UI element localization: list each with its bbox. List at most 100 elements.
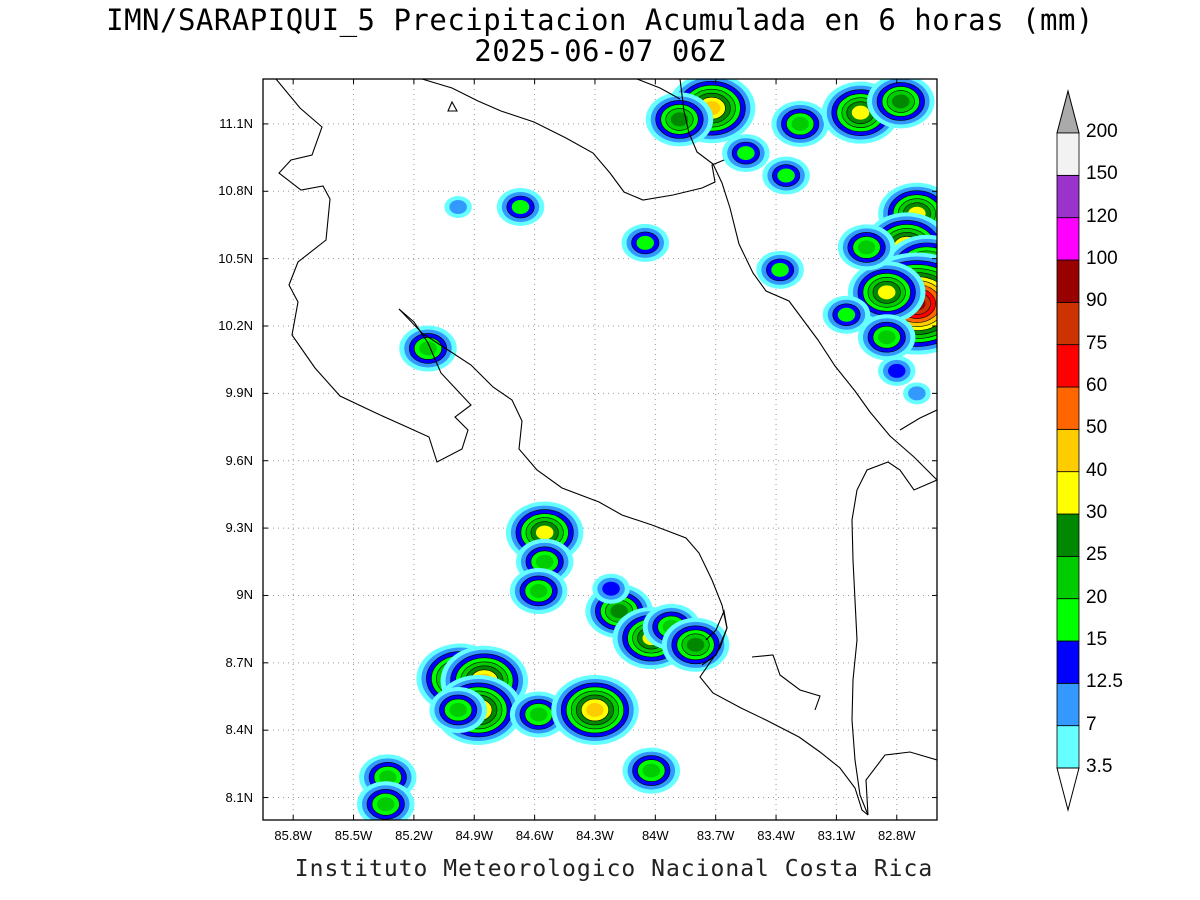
- island-islet: [447, 100, 458, 112]
- precip-cell: [822, 295, 871, 334]
- precip-contour: [877, 330, 896, 345]
- precip-contour: [602, 581, 620, 596]
- precip-contour-line: [676, 629, 715, 661]
- precip-contour: [877, 285, 896, 300]
- colorbar-bin: [1056, 428, 1080, 473]
- map-title: IMN/SARAPIQUI_5 Precipitacion Acumulada …: [106, 3, 1094, 37]
- coastline-and-borders: [275, 79, 937, 816]
- bocas-del-toro-coast: [899, 409, 937, 431]
- lat-label: 11.1N: [219, 115, 253, 131]
- lon-label: 83.7W: [696, 828, 735, 843]
- precip-contour-line: [366, 788, 405, 820]
- colorbar-bin: [1056, 725, 1080, 769]
- lat-lon-grid: [263, 79, 937, 820]
- precip-contour-line: [580, 698, 610, 722]
- precip-contour-line: [847, 232, 886, 263]
- precip-cell: [356, 781, 415, 820]
- precipitation-field: [356, 79, 937, 820]
- precip-contour-line: [524, 579, 553, 603]
- precip-contour-line: [781, 108, 820, 140]
- precip-contour-line: [519, 575, 558, 607]
- precip-cell: [661, 617, 730, 672]
- precip-contour: [529, 707, 548, 722]
- precip-contour-line: [867, 321, 906, 353]
- precip-contour-line: [772, 164, 801, 187]
- colorbar-bin: [1056, 132, 1080, 176]
- precip-contour-line: [681, 633, 710, 657]
- precip-contour: [529, 583, 548, 598]
- precip-cell: [857, 314, 916, 361]
- colorbar-high-arrow: [1056, 89, 1080, 134]
- precip-contour-line: [660, 104, 699, 135]
- precip-contour-line: [565, 686, 625, 734]
- colorbar-bin: [1056, 555, 1080, 600]
- precip-contour: [535, 525, 554, 540]
- colorbar-label: 15: [1086, 629, 1108, 650]
- precip-contour-line: [631, 231, 660, 255]
- colorbar-bin: [1056, 640, 1080, 684]
- colorbar-bin: [1056, 513, 1080, 557]
- colorbar-label: 3.5: [1086, 756, 1113, 777]
- colorbar-label: 100: [1086, 248, 1118, 269]
- colorbar-label: 200: [1086, 121, 1118, 142]
- precip-cell: [821, 81, 900, 144]
- precip-contour-line: [575, 694, 615, 726]
- osa-peninsula: [701, 609, 728, 666]
- colorbar-label: 25: [1086, 544, 1108, 566]
- lon-label: 82.8W: [877, 828, 916, 843]
- precip-cell: [592, 573, 630, 604]
- precip-contour-line: [886, 90, 915, 113]
- map-frame: [262, 78, 938, 821]
- precip-contour: [686, 637, 705, 652]
- precip-contour: [791, 116, 809, 131]
- precip-cell: [496, 187, 545, 226]
- precip-contour-line: [444, 698, 473, 722]
- precip-contour: [642, 763, 661, 778]
- lake-nicaragua-shore: [636, 79, 681, 100]
- lat-label: 10.8N: [218, 183, 253, 199]
- precip-contour-line: [506, 195, 535, 219]
- colorbar-label: 75: [1086, 332, 1108, 354]
- precip-contour-line: [876, 82, 925, 121]
- burica-coast: [865, 751, 937, 816]
- precip-contour-line: [766, 258, 795, 282]
- precip-contour-line: [786, 112, 815, 136]
- lat-label: 8.7N: [225, 654, 253, 670]
- precip-cell: [509, 691, 568, 738]
- lat-label: 9.9N: [225, 385, 253, 401]
- precip-contour: [771, 262, 789, 277]
- precip-cell: [399, 325, 457, 372]
- precip-cell: [837, 224, 896, 271]
- precip-cell: [645, 92, 714, 147]
- precip-contour: [586, 702, 604, 717]
- precip-cell: [509, 567, 568, 614]
- precip-cell: [429, 686, 487, 733]
- colorbar-label: 150: [1086, 163, 1118, 185]
- precip-contour: [376, 797, 395, 812]
- colorbar-bin: [1056, 301, 1080, 346]
- precip-contour-line: [872, 281, 901, 304]
- precip-contour: [892, 94, 910, 109]
- precip-contour: [449, 199, 467, 214]
- lon-label: 83.1W: [817, 828, 856, 843]
- precip-contour-line: [632, 755, 671, 786]
- precip-cell: [622, 747, 681, 794]
- colorbar-low-arrow: [1056, 767, 1080, 812]
- border-nicaragua: [679, 79, 937, 481]
- colorbar-label: 7: [1086, 713, 1097, 735]
- precip-contour-line: [862, 273, 911, 312]
- lat-label: 9.3N: [225, 520, 253, 536]
- lon-label: 85.8W: [274, 828, 312, 843]
- precip-contour: [777, 168, 795, 183]
- lon-label: 85.2W: [395, 828, 433, 843]
- precip-contour-line: [665, 108, 694, 131]
- precip-contour: [449, 702, 467, 717]
- precip-cell: [867, 79, 935, 129]
- colorbar-label: 50: [1086, 417, 1108, 439]
- colorbar-bin: [1056, 386, 1080, 430]
- precip-contour-line: [872, 325, 901, 349]
- border-panama: [851, 461, 937, 816]
- lat-label: 9N: [236, 587, 253, 603]
- lon-label: 84.3W: [576, 828, 614, 843]
